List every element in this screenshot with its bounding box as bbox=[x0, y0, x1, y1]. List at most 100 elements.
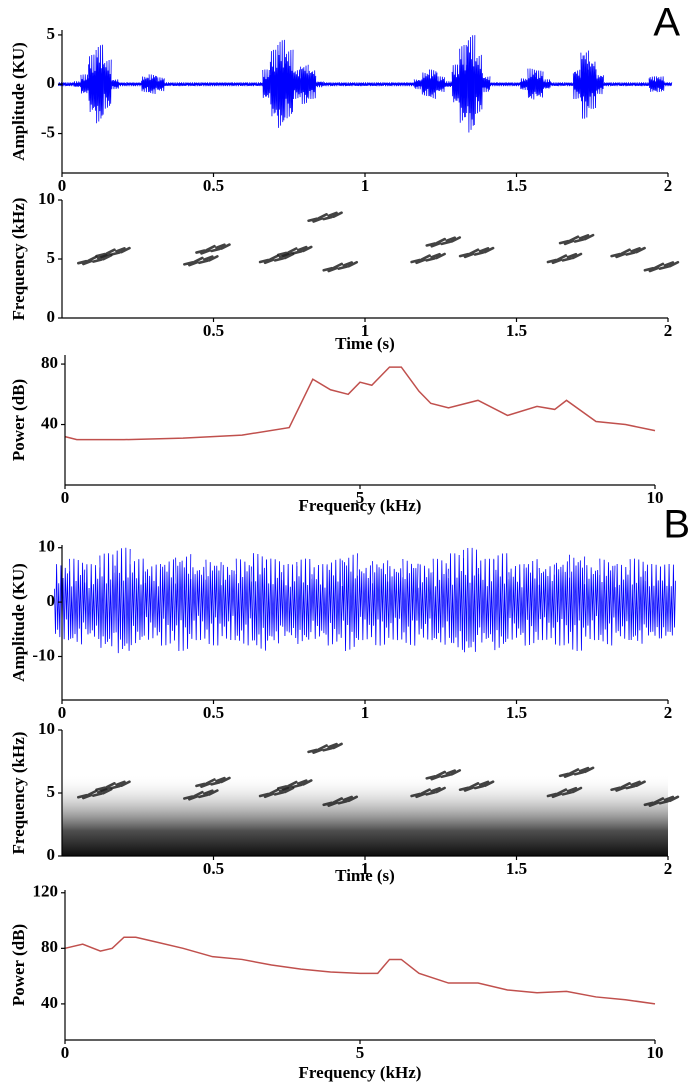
syllable bbox=[95, 246, 131, 259]
waveform-segment bbox=[641, 82, 650, 87]
x-tick-label: 2 bbox=[664, 176, 673, 195]
syllable bbox=[195, 243, 231, 255]
waveform-segment bbox=[110, 79, 120, 90]
y-tick-label: 10 bbox=[38, 189, 55, 208]
y-axis-title: Frequency (kHz) bbox=[9, 732, 28, 855]
waveform-segment bbox=[88, 54, 97, 113]
x-tick-label: 0 bbox=[58, 176, 67, 195]
waveform-segment bbox=[330, 82, 339, 87]
waveform-segment bbox=[250, 553, 267, 651]
waveform-segment bbox=[610, 82, 620, 87]
waveform-segment bbox=[417, 564, 434, 641]
waveform-segment bbox=[114, 547, 131, 654]
waveform-segment bbox=[239, 82, 248, 87]
y-tick-label: 10 bbox=[38, 719, 55, 738]
waveform-segment bbox=[451, 64, 461, 103]
waveform-segment bbox=[296, 558, 313, 644]
waveform-segment bbox=[95, 44, 105, 124]
syllable bbox=[425, 769, 462, 781]
y-tick-label: 5 bbox=[47, 782, 56, 801]
waveform-segment bbox=[163, 82, 173, 87]
waveform-segment bbox=[444, 81, 453, 88]
x-axis-title: Frequency (kHz) bbox=[299, 496, 422, 515]
waveform-segment bbox=[383, 82, 392, 87]
waveform-segment bbox=[360, 82, 370, 87]
waveform-segment bbox=[341, 553, 358, 651]
y-axis-title: Power (dB) bbox=[9, 379, 28, 461]
x-tick-label: 1.5 bbox=[506, 859, 527, 878]
waveform-segment bbox=[489, 82, 498, 87]
y-tick-label: 80 bbox=[41, 937, 58, 956]
power-line bbox=[64, 936, 656, 1005]
waveform-segment bbox=[538, 564, 555, 641]
panel-label: B bbox=[663, 503, 690, 547]
waveform-segment bbox=[523, 559, 540, 646]
power-line bbox=[64, 366, 656, 441]
waveform-segment bbox=[160, 559, 177, 646]
waveform-segment bbox=[644, 564, 661, 639]
waveform-segment bbox=[595, 74, 605, 95]
waveform-segment bbox=[118, 82, 127, 87]
x-tick-label: 1.5 bbox=[506, 176, 527, 195]
waveform-segment bbox=[69, 558, 86, 645]
y-tick-label: 5 bbox=[47, 248, 56, 267]
y-tick-label: 0 bbox=[47, 73, 56, 92]
syllable bbox=[643, 260, 680, 273]
waveform-segment bbox=[133, 82, 142, 87]
waveform-segment bbox=[285, 49, 294, 119]
waveform-segment bbox=[357, 565, 373, 641]
waveform-segment bbox=[375, 82, 385, 87]
waveform-segment bbox=[580, 50, 589, 119]
y-tick-label: 80 bbox=[41, 353, 58, 372]
syllable bbox=[458, 780, 495, 792]
syllable bbox=[77, 253, 113, 266]
x-tick-label: 0.5 bbox=[203, 176, 224, 195]
waveform-segment bbox=[553, 561, 570, 646]
waveform-segment bbox=[171, 82, 180, 87]
waveform-segment bbox=[497, 82, 506, 87]
waveform-segment bbox=[209, 82, 218, 87]
syllable bbox=[558, 766, 595, 778]
waveform-segment bbox=[474, 54, 483, 114]
y-tick-label: 0 bbox=[47, 845, 56, 864]
waveform-segment bbox=[372, 560, 389, 646]
waveform-segment bbox=[65, 82, 74, 87]
waveform-segment bbox=[614, 564, 631, 640]
waveform-segment bbox=[338, 82, 347, 87]
x-tick-label: 0.5 bbox=[203, 321, 224, 340]
x-tick-label: 0.5 bbox=[203, 703, 224, 722]
waveform-segment bbox=[493, 553, 510, 651]
x-axis-title: Frequency (kHz) bbox=[299, 1063, 422, 1082]
waveform-segment bbox=[216, 82, 226, 87]
waveform-segment bbox=[129, 558, 146, 646]
syllable bbox=[183, 789, 219, 801]
x-tick-label: 5 bbox=[356, 1043, 365, 1062]
syllable bbox=[183, 255, 219, 267]
waveform-segment bbox=[466, 35, 476, 133]
x-tick-label: 1.5 bbox=[506, 321, 527, 340]
waveform-segment bbox=[535, 70, 544, 98]
waveform-segment bbox=[588, 61, 597, 109]
x-tick-label: 1.5 bbox=[506, 703, 527, 722]
x-tick-label: 1 bbox=[361, 321, 370, 340]
x-tick-label: 2 bbox=[664, 703, 673, 722]
syllable bbox=[610, 780, 646, 792]
waveform-segment bbox=[432, 558, 449, 645]
y-tick-label: 120 bbox=[33, 882, 59, 901]
waveform-segment bbox=[478, 558, 495, 643]
waveform-segment bbox=[618, 82, 627, 87]
waveform-segment bbox=[557, 82, 567, 87]
x-tick-label: 0 bbox=[61, 1043, 70, 1062]
waveform-segment bbox=[186, 82, 195, 87]
waveform-segment bbox=[266, 558, 283, 644]
syllable bbox=[307, 211, 343, 223]
waveform-segment bbox=[447, 553, 464, 650]
x-tick-label: 5 bbox=[356, 488, 365, 507]
syllable bbox=[95, 780, 131, 792]
waveform-segment bbox=[277, 39, 286, 128]
y-tick-label: 0 bbox=[47, 591, 56, 610]
waveform-segment bbox=[565, 82, 574, 87]
waveform-segment bbox=[292, 69, 302, 100]
y-axis-title: Amplitude (KU) bbox=[9, 42, 28, 161]
